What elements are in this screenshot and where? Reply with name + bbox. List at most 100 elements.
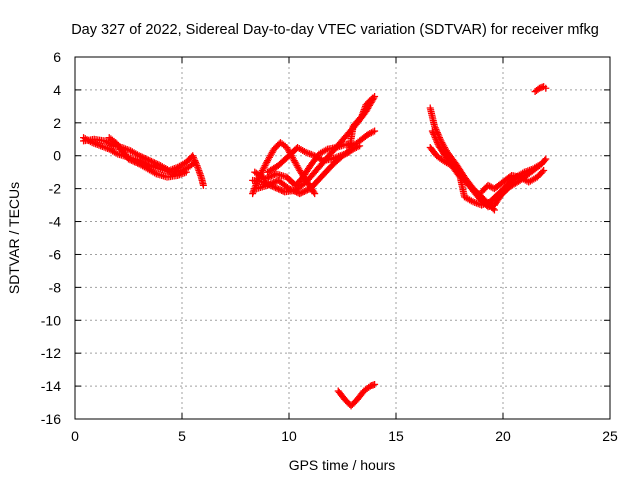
data-point — [140, 154, 148, 162]
data-point — [126, 156, 134, 164]
data-point — [349, 145, 357, 153]
data-point — [430, 130, 438, 138]
data-point — [275, 185, 283, 193]
y-tick-label: 0 — [53, 148, 61, 164]
y-tick-label: -12 — [41, 345, 61, 361]
y-tick-label: -8 — [49, 279, 62, 295]
data-point — [131, 158, 139, 166]
y-axis-label: SDTVAR / TECUs — [6, 182, 22, 294]
data-point — [431, 134, 439, 142]
y-tick-label: -4 — [49, 214, 62, 230]
data-point — [146, 157, 154, 165]
data-point — [486, 182, 494, 190]
data-point — [125, 155, 132, 163]
data-point — [366, 130, 374, 138]
data-point — [141, 155, 149, 163]
data-point — [428, 127, 436, 135]
data-point — [540, 167, 548, 175]
grid — [75, 57, 610, 419]
data-point — [302, 187, 310, 195]
data-point — [432, 135, 440, 143]
data-point — [311, 190, 319, 198]
data-point — [433, 139, 441, 147]
data-point — [368, 94, 376, 102]
data-point — [433, 137, 441, 145]
data-point — [290, 187, 298, 195]
data-point — [291, 187, 299, 195]
data-point — [364, 130, 372, 138]
data-point — [192, 160, 200, 168]
data-point — [276, 186, 284, 194]
data-point — [147, 157, 155, 165]
data-point — [285, 185, 293, 193]
data-point — [191, 157, 199, 165]
y-tick-label: -6 — [49, 246, 62, 262]
data-point — [149, 158, 157, 166]
data-point — [268, 179, 276, 187]
data-point — [538, 168, 546, 176]
data-point — [270, 179, 278, 187]
x-tick-label: 15 — [388, 428, 404, 444]
data-point — [278, 187, 286, 195]
plot-border — [74, 56, 611, 420]
data-point — [541, 156, 549, 164]
data-point — [310, 188, 318, 196]
data-point — [367, 129, 375, 137]
data-point — [263, 174, 271, 182]
data-point — [189, 152, 197, 160]
data-point — [369, 128, 377, 136]
data-point — [287, 185, 295, 193]
data-point — [354, 143, 362, 151]
data-point — [137, 152, 145, 160]
data-point — [272, 184, 280, 192]
x-tick-label: 20 — [495, 428, 511, 444]
data-point — [431, 122, 439, 130]
data-point — [189, 153, 197, 161]
data-point — [273, 184, 281, 192]
data-point — [535, 162, 543, 170]
x-tick-label: 5 — [178, 428, 186, 444]
data-point — [484, 181, 492, 189]
data-point — [300, 187, 308, 195]
data-point — [265, 173, 273, 181]
data-point — [128, 156, 136, 164]
data-point — [367, 95, 375, 103]
data-point — [288, 186, 296, 194]
data-point — [297, 189, 305, 197]
data-point — [266, 173, 274, 181]
y-tick-label: -14 — [41, 378, 61, 394]
data-point — [265, 181, 273, 189]
chart-title: Day 327 of 2022, Sidereal Day-to-day VTE… — [71, 22, 599, 38]
data-point — [199, 181, 207, 189]
data-point — [269, 171, 277, 179]
x-tick-label: 10 — [281, 428, 297, 444]
data-point — [303, 186, 311, 194]
y-tick-label: -16 — [41, 411, 61, 427]
data-point — [267, 180, 275, 188]
data-point — [293, 188, 301, 196]
data-point — [296, 190, 304, 198]
data-point — [264, 181, 272, 189]
data-point — [132, 159, 140, 167]
y-tick-label: -10 — [41, 312, 61, 328]
y-tick-label: 6 — [53, 49, 61, 65]
data-point — [261, 175, 269, 183]
data-point — [371, 380, 379, 388]
data-point — [534, 163, 542, 171]
data-point — [431, 132, 439, 140]
data-point — [152, 159, 160, 167]
data-point — [138, 153, 146, 161]
data-point — [356, 142, 364, 150]
data-point — [144, 156, 152, 164]
data-point — [190, 155, 198, 163]
data-point — [542, 84, 550, 92]
data-point — [371, 127, 379, 135]
data-point — [352, 144, 360, 151]
data-point — [434, 140, 442, 148]
x-tick-label: 0 — [71, 428, 79, 444]
x-axis-label: GPS time / hours — [289, 457, 396, 473]
data-point — [182, 168, 190, 176]
y-tick-label: -2 — [49, 181, 62, 197]
